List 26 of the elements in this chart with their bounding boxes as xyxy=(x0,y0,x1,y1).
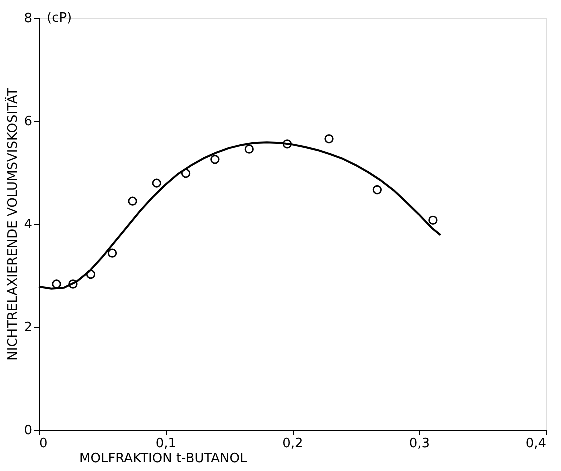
x-tick-label: 0,2 xyxy=(282,436,304,452)
point xyxy=(128,196,138,206)
y-tick-label: 4 xyxy=(24,218,32,232)
x-axis-title: MOLFRAKTION t-BUTANOL xyxy=(80,452,248,466)
y-tick-label: 8 xyxy=(24,12,32,26)
point xyxy=(372,185,382,195)
point xyxy=(244,144,254,154)
y-tick-label: 2 xyxy=(24,320,32,336)
x-tick-label: 0 xyxy=(40,436,48,452)
point xyxy=(68,280,78,289)
point xyxy=(282,140,292,149)
y-tick-label: 6 xyxy=(24,114,32,130)
point xyxy=(210,155,220,164)
x-tick-label: 0,3 xyxy=(409,436,430,452)
x-tick-label: 0,1 xyxy=(156,436,177,452)
point xyxy=(108,248,118,258)
x-tick-label: 0,4 xyxy=(526,436,546,452)
y-axis-title: NICHTRELAXIERENDE VOLUMSVISKOSITÄT xyxy=(5,88,22,361)
point xyxy=(181,168,191,178)
y-tick-label: 0 xyxy=(24,424,32,438)
point xyxy=(428,216,438,225)
point xyxy=(86,270,96,280)
point xyxy=(152,178,162,188)
point xyxy=(52,280,62,289)
annotation: (cP) xyxy=(47,11,72,26)
point xyxy=(324,134,334,144)
